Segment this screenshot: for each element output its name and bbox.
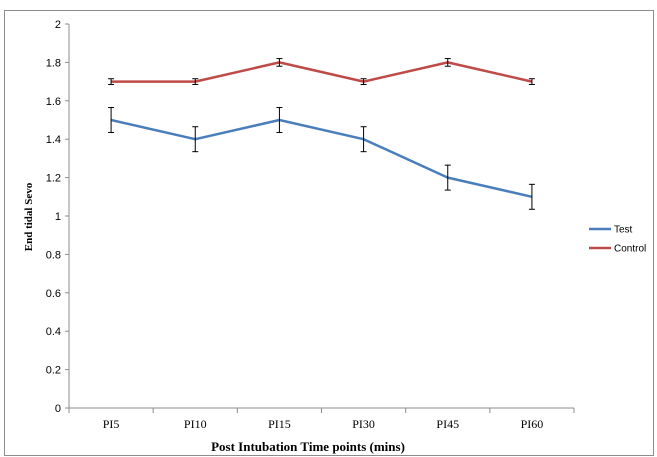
series-test xyxy=(108,107,535,210)
x-axis-title: Post Intubation Time points (mins) xyxy=(211,439,405,454)
y-tick-label: 1 xyxy=(55,211,61,223)
y-axis: 0 0.2 0.4 0.6 0.8 1 1.2 1.4 1.6 1.8 2 xyxy=(46,19,70,415)
y-tick-label: 1.6 xyxy=(46,96,61,108)
x-tick-label: PI10 xyxy=(184,417,207,431)
legend-item-test: Test xyxy=(589,225,633,236)
y-tick-label: 1.8 xyxy=(46,57,61,69)
y-tick-label: 1.2 xyxy=(46,173,61,185)
legend: Test Control xyxy=(589,225,646,255)
x-tick-label: PI45 xyxy=(436,417,459,431)
legend-item-control: Control xyxy=(589,244,646,255)
y-tick-label: 0.2 xyxy=(46,365,61,377)
y-axis-title: End tidal Sevo xyxy=(23,182,35,251)
x-tick-label: PI15 xyxy=(268,417,291,431)
y-tick-label: 1.4 xyxy=(46,134,61,146)
y-tick-label: 0.8 xyxy=(46,249,61,261)
x-tick-label: PI5 xyxy=(103,417,120,431)
x-tick-label: PI60 xyxy=(521,417,544,431)
series-line xyxy=(111,61,533,83)
x-axis: PI5 PI10 PI15 PI30 PI45 PI60 xyxy=(68,407,575,431)
y-tick-label: 0 xyxy=(55,403,61,415)
series-control xyxy=(108,58,535,85)
x-tick-label: PI30 xyxy=(352,417,375,431)
y-tick-label: 2 xyxy=(55,19,61,31)
legend-label: Test xyxy=(614,225,633,236)
series-line xyxy=(110,118,533,199)
y-tick-label: 0.4 xyxy=(46,326,61,338)
y-tick-label: 0.6 xyxy=(46,288,61,300)
legend-label: Control xyxy=(614,244,646,255)
series-layer xyxy=(108,58,535,210)
